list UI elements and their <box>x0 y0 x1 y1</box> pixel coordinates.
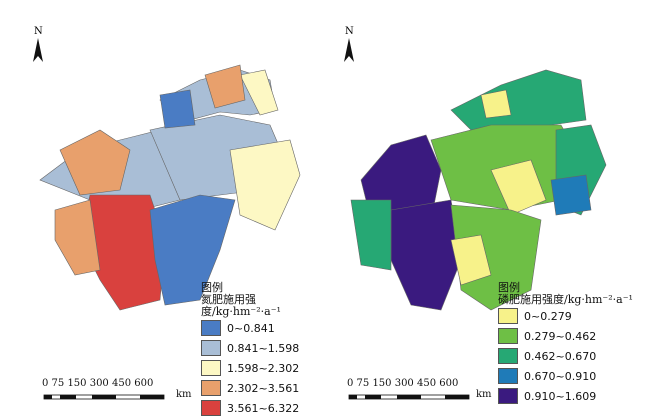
scale-ticks: 0 75 150 300 450 600 <box>42 378 154 389</box>
region-east-yellow <box>229 139 301 231</box>
legend-swatch <box>498 308 518 324</box>
north-label: N <box>34 26 43 37</box>
legend-item: 0.670~0.910 <box>498 366 633 386</box>
legend-label: 0.910~1.609 <box>524 389 597 403</box>
legend-swatch <box>201 380 221 396</box>
region-southwest-teal <box>350 199 392 271</box>
scale-ticks: 0 75 150 300 450 600 <box>347 378 459 389</box>
region-east-yellow <box>490 159 547 216</box>
region-orange-west <box>59 129 131 196</box>
phosphorus-map-panel: N 0 75 150 300 450 600 km 图例 磷肥施用强度/kg·h… <box>331 0 662 410</box>
legend-title: 氮肥施用强度/kg·hm⁻²·a⁻¹ <box>201 293 281 318</box>
region-south-yellow <box>450 234 492 286</box>
legend-swatch <box>498 348 518 364</box>
legend-item: 0.910~1.609 <box>498 386 633 406</box>
north-arrow <box>33 38 43 62</box>
scale-bar <box>348 394 470 400</box>
region-blue-north <box>159 89 196 129</box>
legend-label: 0.462~0.670 <box>524 349 597 363</box>
legend-label: 0~0.841 <box>227 321 275 335</box>
region-blue-east <box>550 174 592 216</box>
legend-swatch <box>201 320 221 336</box>
phosphorus-map: N <box>344 26 607 400</box>
region-orange-north <box>204 64 246 109</box>
legend-item: 1.598~2.302 <box>201 358 331 378</box>
legend-swatch <box>201 400 221 416</box>
legend-label: 0.841~1.598 <box>227 341 300 355</box>
region-south-blue <box>149 194 236 306</box>
legend-item: 0.462~0.670 <box>498 346 633 366</box>
legend-label: 0~0.279 <box>524 309 572 323</box>
nitrogen-legend: 图例 氮肥施用强度/kg·hm⁻²·a⁻¹ 0~0.841 0.841~1.598… <box>201 282 331 418</box>
legend-heading: 图例 <box>498 281 520 294</box>
phosphorus-regions <box>350 69 607 311</box>
legend-item: 0.841~1.598 <box>201 338 331 358</box>
legend-swatch <box>201 360 221 376</box>
scale-bar <box>43 394 165 400</box>
legend-swatch <box>201 340 221 356</box>
legend-label: 3.561~6.322 <box>227 401 300 415</box>
nitrogen-map-panel: N 0 75 150 300 450 600 km 图例 氮肥施用强度/ <box>0 0 331 416</box>
region-southwest-purple <box>390 199 462 311</box>
legend-label: 0.279~0.462 <box>524 329 597 343</box>
scale-unit: km <box>176 389 192 400</box>
legend-item: 0.279~0.462 <box>498 326 633 346</box>
region-orange-southwest <box>54 199 101 276</box>
legend-heading: 图例 <box>201 281 223 294</box>
nitrogen-map: N <box>33 26 301 400</box>
legend-swatch <box>498 368 518 384</box>
legend-swatch <box>498 328 518 344</box>
legend-item: 2.302~3.561 <box>201 378 331 398</box>
nitrogen-regions <box>39 64 301 311</box>
legend-label: 1.598~2.302 <box>227 361 300 375</box>
north-label: N <box>345 26 354 37</box>
legend-item: 0~0.279 <box>498 306 633 326</box>
north-arrow <box>344 38 354 62</box>
legend-label: 0.670~0.910 <box>524 369 597 383</box>
legend-swatch <box>498 388 518 404</box>
phosphorus-legend: 图例 磷肥施用强度/kg·hm⁻²·a⁻¹ 0~0.279 0.279~0.462… <box>498 282 633 406</box>
legend-item: 0~0.841 <box>201 318 331 338</box>
region-north-yellow <box>480 89 512 119</box>
region-south-green <box>450 204 542 311</box>
region-north <box>450 69 587 131</box>
legend-label: 2.302~3.561 <box>227 381 300 395</box>
region-northeast <box>239 69 279 116</box>
legend-title: 磷肥施用强度/kg·hm⁻²·a⁻¹ <box>498 293 633 306</box>
scale-unit: km <box>476 389 492 400</box>
legend-item: 3.561~6.322 <box>201 398 331 418</box>
